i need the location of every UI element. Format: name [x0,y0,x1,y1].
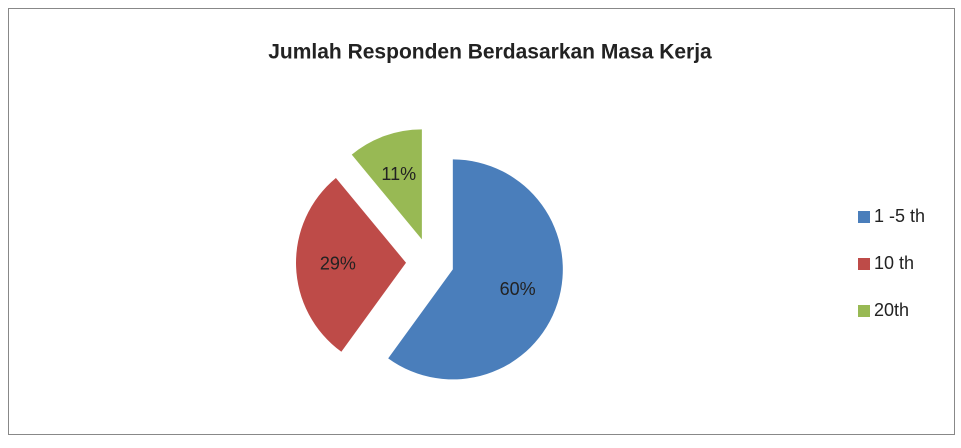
pie-slice [388,159,563,380]
legend-swatch [858,258,870,270]
pie-slice [296,177,407,352]
legend-label: 20th [874,300,909,320]
legend-label: 10 th [874,253,914,273]
data-label: 11% [381,164,416,184]
legend-swatch [858,211,870,223]
data-label: 60% [500,279,536,299]
legend-swatch [858,305,870,317]
legend-label: 1 -5 th [874,206,925,226]
pie-slice [351,129,422,240]
data-label: 29% [320,254,356,274]
chart-title: Jumlah Responden Berdasarkan Masa Kerja [268,41,712,64]
